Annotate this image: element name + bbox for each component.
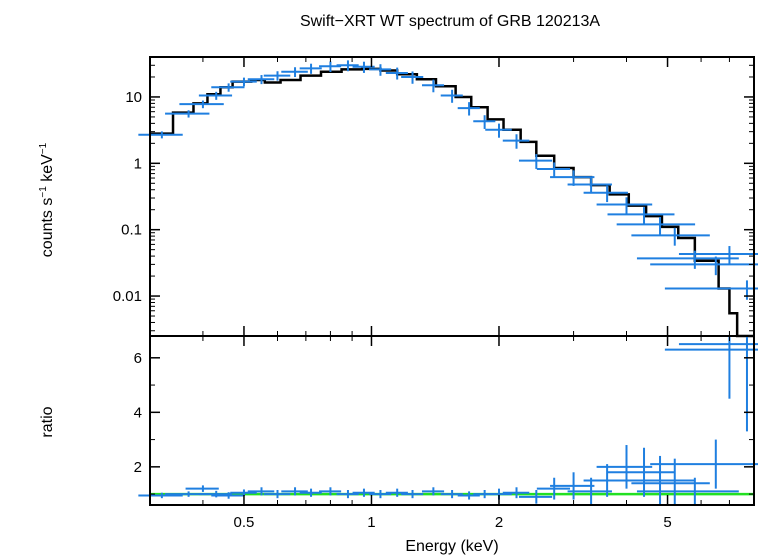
data-point xyxy=(198,91,233,100)
data-point xyxy=(230,77,257,87)
ratio-tick-label: 6 xyxy=(134,350,142,367)
ratio-point xyxy=(518,490,553,504)
x-axis-label: Energy (keV) xyxy=(405,538,498,555)
ratio-point xyxy=(319,487,342,496)
ratio-point xyxy=(536,477,571,500)
data-point xyxy=(281,67,308,78)
y-tick-label: 1 xyxy=(134,155,142,172)
x-tick-label: 2 xyxy=(495,514,503,531)
data-point xyxy=(179,100,224,109)
data-point xyxy=(502,134,530,149)
ratio-point xyxy=(336,490,359,499)
ratio-point xyxy=(457,491,480,500)
data-point xyxy=(440,89,463,103)
data-point xyxy=(401,71,424,84)
ratio-point xyxy=(631,458,710,505)
ratio-point xyxy=(440,490,463,499)
ratio-panel-frame xyxy=(149,335,755,506)
chart-title: Swift−XRT WT spectrum of GRB 120213A xyxy=(300,13,600,30)
data-point xyxy=(319,61,342,72)
y-tick-label: 0.01 xyxy=(113,288,142,305)
data-point xyxy=(536,162,571,178)
data-point xyxy=(607,207,675,225)
data-point xyxy=(567,177,612,194)
data-point xyxy=(369,64,392,76)
x-tick-label: 1 xyxy=(367,514,375,531)
data-point xyxy=(664,280,758,300)
data-point xyxy=(616,216,696,235)
ylabel-text-kev: keV xyxy=(39,154,56,186)
ratio-point xyxy=(369,490,392,499)
ratio-data-points xyxy=(138,336,758,505)
y-axis-label-main: counts s−1 keV−1 xyxy=(38,142,56,257)
data-point xyxy=(650,256,758,276)
ratio-point xyxy=(567,477,612,505)
ratio-point xyxy=(385,488,408,497)
data-point xyxy=(518,154,553,169)
y-tick-label: 0.1 xyxy=(121,222,142,239)
model-curve xyxy=(150,67,754,338)
data-point xyxy=(211,83,245,92)
ratio-point xyxy=(263,490,291,499)
ratio-point xyxy=(281,487,308,496)
ratio-point xyxy=(211,492,245,499)
ratio-point xyxy=(299,488,322,497)
data-point xyxy=(421,79,445,93)
data-point xyxy=(473,115,496,129)
ratio-y-ticks: 2 4 6 xyxy=(134,350,754,495)
data-point xyxy=(457,102,480,116)
ratio-point xyxy=(502,487,530,499)
data-point xyxy=(299,63,322,74)
data-point xyxy=(247,75,275,85)
ratio-point xyxy=(664,336,758,432)
model-step-line xyxy=(150,67,754,338)
ratio-point xyxy=(421,487,445,496)
ratio-point xyxy=(650,439,758,489)
data-point xyxy=(138,131,183,139)
ratio-point xyxy=(230,489,257,497)
ratio-point xyxy=(636,477,739,505)
ylabel-sup-1: −1 xyxy=(38,186,49,198)
y-axis-label-ratio: ratio xyxy=(39,406,56,437)
main-data-points xyxy=(138,60,758,300)
ratio-point xyxy=(607,447,675,497)
ratio-point xyxy=(138,492,183,499)
x-tick-label: 0.5 xyxy=(234,514,255,531)
y-tick-label: 10 xyxy=(125,89,142,106)
ratio-point xyxy=(401,490,424,499)
data-point xyxy=(385,67,408,80)
data-point xyxy=(336,60,359,72)
data-point xyxy=(485,123,512,138)
ylabel-text-counts: counts s xyxy=(39,198,56,258)
data-point xyxy=(631,227,710,246)
ratio-point xyxy=(550,472,595,500)
main-panel: 10 1 0.1 0.01 xyxy=(113,56,758,338)
x-tick-label: 5 xyxy=(663,514,671,531)
ratio-point xyxy=(352,488,375,497)
data-point xyxy=(583,185,628,203)
ratio-tick-label: 2 xyxy=(134,459,142,476)
data-point xyxy=(263,71,291,81)
ylabel-sup-2: −1 xyxy=(38,142,49,154)
x-axis-ticks: 0.5 1 2 5 xyxy=(202,57,730,531)
ratio-point xyxy=(247,487,275,496)
data-point xyxy=(165,110,210,118)
ratio-panel: 2 4 6 0.5 1 2 5 xyxy=(134,57,758,531)
ratio-point xyxy=(185,485,219,492)
data-point xyxy=(550,170,595,186)
ratio-tick-label: 4 xyxy=(134,404,142,421)
data-point xyxy=(596,197,653,214)
